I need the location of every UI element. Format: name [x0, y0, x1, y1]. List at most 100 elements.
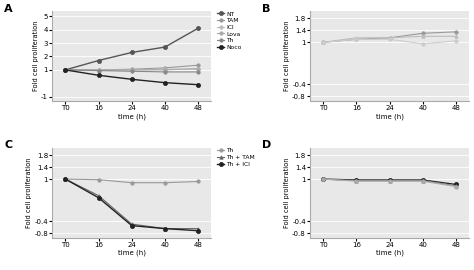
- Lova + TAM: [387, 36, 392, 39]
- Line: Th: Th: [64, 68, 200, 74]
- NT: [129, 51, 135, 54]
- Line: TAM: TAM: [64, 63, 200, 72]
- Th: [129, 181, 135, 184]
- Lova + TAM: [453, 35, 459, 38]
- Noco: [63, 68, 68, 72]
- Line: Noco: Noco: [321, 177, 458, 187]
- Noco + ICI: [420, 180, 426, 183]
- Line: Lova + TAM: Lova + TAM: [321, 35, 458, 44]
- Lova: [96, 68, 101, 72]
- Noco + TAM: [320, 177, 326, 181]
- TAM: [129, 68, 135, 71]
- ICI: [129, 68, 135, 72]
- Noco: [420, 178, 426, 182]
- Noco: [387, 178, 392, 182]
- Text: A: A: [4, 4, 13, 14]
- ICI: [63, 68, 68, 72]
- Line: Th + ICI: Th + ICI: [64, 177, 200, 233]
- Th: [129, 70, 135, 73]
- Text: D: D: [262, 140, 272, 150]
- Noco: [129, 78, 135, 81]
- ICI: [96, 68, 101, 72]
- Text: C: C: [4, 140, 12, 150]
- NT: [162, 45, 168, 49]
- Lova: [162, 68, 168, 72]
- NT: [96, 59, 101, 62]
- Lova: [387, 36, 392, 39]
- Y-axis label: Fold cell proliferation: Fold cell proliferation: [284, 157, 290, 228]
- Line: Lova: Lova: [321, 30, 458, 44]
- Lova + TAM: [320, 41, 326, 44]
- Line: Noco + TAM: Noco + TAM: [321, 177, 458, 187]
- Th + TAM: [162, 227, 168, 230]
- Text: B: B: [262, 4, 271, 14]
- Lova + TAM: [420, 35, 426, 38]
- X-axis label: time (h): time (h): [118, 113, 146, 120]
- Th + ICI: [96, 196, 101, 199]
- Lova: [453, 30, 459, 33]
- Th: [195, 70, 201, 73]
- Lova: [320, 41, 326, 44]
- Noco + TAM: [354, 179, 359, 182]
- Line: Lova: Lova: [64, 67, 200, 72]
- Th + TAM: [129, 222, 135, 226]
- NT: [195, 27, 201, 30]
- Th + TAM: [195, 227, 201, 230]
- Lova: [354, 38, 359, 41]
- Lova: [195, 67, 201, 70]
- Th + ICI: [195, 229, 201, 232]
- Y-axis label: Fold cell proliferation: Fold cell proliferation: [26, 157, 32, 228]
- Th + ICI: [129, 224, 135, 227]
- Lova: [63, 68, 68, 72]
- Th + ICI: [162, 227, 168, 230]
- Th: [63, 177, 68, 181]
- X-axis label: time (h): time (h): [376, 113, 404, 120]
- ICI: [162, 68, 168, 71]
- TAM: [195, 63, 201, 67]
- X-axis label: time (h): time (h): [118, 250, 146, 256]
- Y-axis label: Fold cell proliferation: Fold cell proliferation: [33, 21, 39, 91]
- Lova + ICI: [320, 41, 326, 44]
- Lova: [129, 68, 135, 72]
- Th + TAM: [96, 194, 101, 197]
- Noco + TAM: [453, 184, 459, 187]
- Noco: [162, 81, 168, 84]
- Lova + ICI: [453, 39, 459, 42]
- Legend: Lova, Lova + TAM, Lova + ICI: Lova, Lova + TAM, Lova + ICI: [473, 9, 474, 32]
- TAM: [162, 66, 168, 69]
- Legend: NT, TAM, ICI, Lova, Th, Noco: NT, TAM, ICI, Lova, Th, Noco: [215, 9, 244, 52]
- Lova + ICI: [420, 42, 426, 45]
- Noco + ICI: [453, 185, 459, 188]
- Noco: [354, 178, 359, 182]
- Line: Lova + ICI: Lova + ICI: [321, 38, 458, 46]
- Noco + TAM: [420, 179, 426, 182]
- Lova + ICI: [354, 38, 359, 41]
- Th: [96, 178, 101, 181]
- Th: [195, 180, 201, 183]
- Th: [162, 70, 168, 73]
- Th: [96, 69, 101, 72]
- Noco + ICI: [320, 177, 326, 181]
- Line: Noco: Noco: [64, 68, 200, 87]
- Line: Th + TAM: Th + TAM: [64, 177, 200, 230]
- Lova + ICI: [387, 38, 392, 41]
- Th: [162, 181, 168, 184]
- Noco + ICI: [387, 180, 392, 183]
- NT: [63, 68, 68, 72]
- Line: Th: Th: [64, 177, 200, 184]
- X-axis label: time (h): time (h): [376, 250, 404, 256]
- Line: ICI: ICI: [64, 68, 200, 72]
- Th + TAM: [63, 177, 68, 181]
- Y-axis label: Fold cell proliferation: Fold cell proliferation: [284, 21, 290, 91]
- TAM: [63, 68, 68, 72]
- Noco: [195, 83, 201, 86]
- Line: Noco + ICI: Noco + ICI: [321, 177, 458, 188]
- Legend: Noco, Noco + TAM, Noco + ICI: Noco, Noco + TAM, Noco + ICI: [473, 146, 474, 169]
- Line: NT: NT: [64, 26, 200, 72]
- Lova: [420, 32, 426, 35]
- Th + ICI: [63, 177, 68, 181]
- Noco: [320, 177, 326, 181]
- TAM: [96, 68, 101, 72]
- Noco + TAM: [387, 179, 392, 182]
- ICI: [195, 68, 201, 71]
